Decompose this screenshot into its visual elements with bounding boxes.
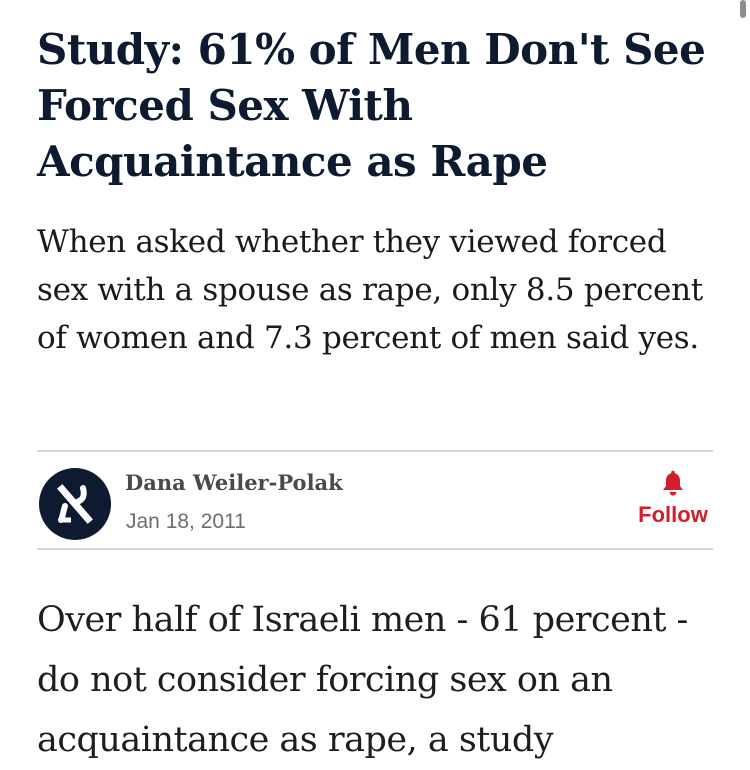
author-name[interactable]: Dana Weiler-Polak bbox=[125, 470, 343, 495]
article-header: Study: 61% of Men Don't See Forced Sex W… bbox=[37, 22, 717, 362]
article-body-paragraph: Over half of Israeli men - 61 percent - … bbox=[37, 600, 688, 760]
bell-icon bbox=[663, 470, 683, 496]
article-subheadline: When asked whether they viewed forced se… bbox=[37, 224, 703, 356]
author-avatar[interactable] bbox=[39, 468, 111, 540]
scroll-indicator[interactable] bbox=[740, 0, 746, 18]
follow-button[interactable]: Follow bbox=[633, 470, 713, 528]
haaretz-logo-icon bbox=[57, 484, 93, 524]
byline: Dana Weiler-Polak Jan 18, 2011 Follow bbox=[37, 450, 713, 550]
follow-label: Follow bbox=[638, 502, 708, 527]
publish-date: Jan 18, 2011 bbox=[126, 510, 246, 533]
article-headline: Study: 61% of Men Don't See Forced Sex W… bbox=[37, 25, 706, 186]
